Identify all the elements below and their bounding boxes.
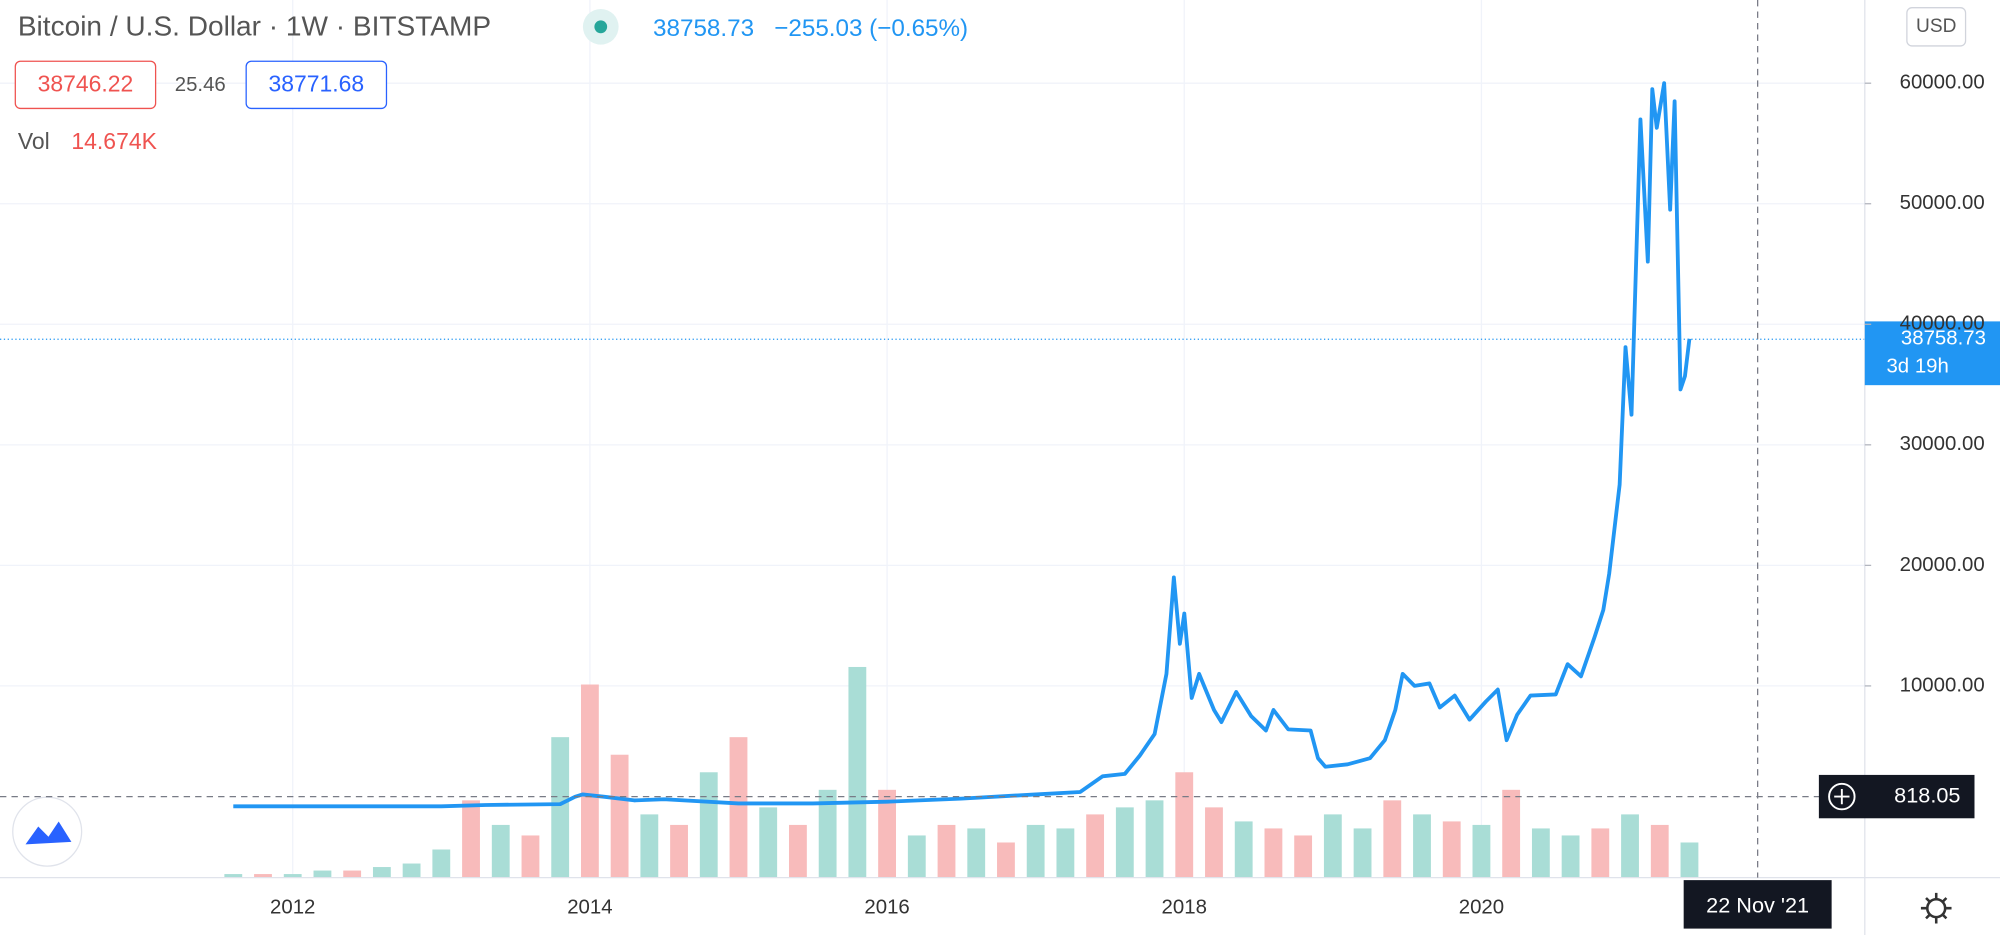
volume-bar — [1205, 807, 1223, 878]
volume-bar — [670, 824, 688, 878]
volume-bar — [1680, 842, 1699, 878]
volume-bar — [1323, 814, 1342, 878]
volume-bar — [1561, 835, 1580, 878]
volume-bar — [1502, 789, 1521, 878]
volume-bar — [1264, 828, 1283, 878]
volume-bar — [402, 863, 421, 878]
logo-circle[interactable] — [12, 796, 83, 867]
symbol-title: Bitcoin / U.S. Dollar · 1W · BITSTAMP — [18, 10, 491, 41]
gear-teeth[interactable] — [1920, 892, 1952, 924]
volume-bar — [1591, 828, 1610, 878]
volume-bar — [580, 684, 599, 878]
volume-bar — [1234, 821, 1253, 878]
volume-bar — [1621, 814, 1639, 878]
volume-bar — [878, 789, 896, 878]
last-price: 38758.73 — [653, 15, 754, 42]
volume-bar — [759, 807, 778, 878]
last-price-tag — [1864, 321, 2000, 386]
crosshair-date: 22 Nov '21 — [1706, 893, 1809, 918]
ask[interactable]: 38771.68 — [268, 71, 364, 97]
volume-bar — [789, 824, 807, 878]
volume-bar — [1175, 772, 1194, 878]
volume-bar — [254, 874, 272, 878]
crosshair-date-tag — [1683, 880, 1832, 929]
volume-bar — [1413, 814, 1431, 878]
volume-bar — [491, 824, 510, 878]
bid[interactable]: 38746.22 — [38, 71, 134, 97]
volume-bar — [1086, 814, 1105, 878]
volume-bar — [462, 800, 480, 878]
spread: 25.46 — [175, 74, 226, 96]
volume-bar — [1115, 807, 1134, 878]
x-tick-label: 2016 — [864, 897, 909, 919]
logo-icon[interactable] — [25, 821, 72, 845]
ask-box[interactable] — [245, 60, 388, 110]
volume-bar — [818, 789, 837, 878]
y-tick-label: 50000.00 — [1900, 192, 1985, 214]
x-tick-label: 2012 — [270, 897, 315, 919]
volume-bar — [997, 842, 1015, 878]
volume-bar — [640, 814, 659, 878]
volume-bar — [1442, 821, 1461, 878]
volume-bar — [343, 870, 362, 878]
logo[interactable] — [12, 796, 83, 867]
volume-value: 14.674K — [71, 128, 157, 154]
y-tick-label: 40000.00 — [1900, 313, 1985, 335]
volume-bar — [432, 849, 451, 878]
volume-bar — [1026, 824, 1045, 878]
volume-bar — [1383, 800, 1402, 878]
bid-box[interactable] — [14, 60, 157, 110]
x-tick-label: 2014 — [567, 897, 612, 919]
volume-bar — [907, 835, 926, 878]
y-tick-label: 20000.00 — [1900, 554, 1985, 576]
volume-bar — [1531, 828, 1550, 878]
volume-bar — [1472, 824, 1491, 878]
y-tick-label: 30000.00 — [1900, 433, 1985, 455]
volume-bar — [937, 824, 956, 878]
crosshair-price: 818.05 — [1894, 782, 1960, 807]
volume-bar — [729, 737, 748, 878]
add-alert-plus — [1834, 788, 1850, 805]
volume-label: Vol — [18, 128, 50, 154]
currency[interactable]: USD — [1916, 16, 1956, 37]
volume-bar — [848, 666, 867, 878]
volume-bar — [313, 870, 332, 878]
volume-bar — [1650, 824, 1669, 878]
volume-bar — [283, 874, 302, 878]
volume-bar — [1056, 828, 1075, 878]
volume-bar — [551, 737, 570, 878]
volume-bar — [1294, 835, 1313, 878]
volume — [224, 666, 1699, 878]
volume-bar — [521, 835, 540, 878]
volume-bar — [224, 874, 243, 878]
grid — [0, 0, 1865, 878]
overlays: 38758.73 3d 19h 818.05 22 Nov '21 — [0, 321, 2000, 929]
x-tick-label: 2020 — [1459, 897, 1504, 919]
x-tick-label: 2018 — [1162, 897, 1207, 919]
last-price-tag-value: 38758.73 — [1901, 328, 1986, 350]
volume-bar — [1145, 800, 1164, 878]
status-dot — [594, 20, 608, 34]
price-change: −255.03 (−0.65%) — [774, 15, 968, 42]
y-tick-label: 10000.00 — [1900, 674, 1985, 696]
volume-bar — [967, 828, 986, 878]
plot — [0, 81, 1865, 809]
y-tick-label: 60000.00 — [1900, 72, 1985, 94]
currency-button[interactable] — [1906, 7, 1967, 47]
volume-bar — [610, 754, 629, 878]
add-alert-button[interactable] — [1828, 782, 1856, 811]
volume-bar — [372, 867, 391, 878]
settings-icon[interactable] — [1920, 892, 1952, 924]
volume-bar — [1353, 828, 1372, 878]
volume-bar — [699, 772, 718, 878]
countdown: 3d 19h — [1886, 356, 1948, 378]
price-line — [233, 81, 1692, 809]
